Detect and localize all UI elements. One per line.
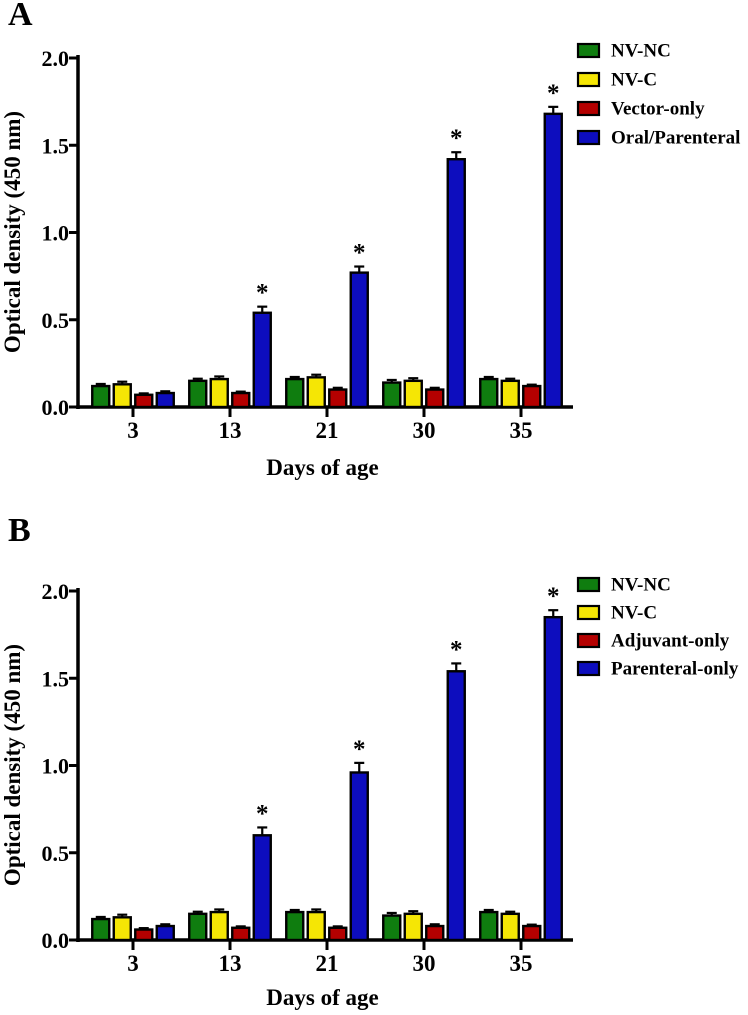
y-tick-label: 0.0 bbox=[42, 395, 70, 420]
bar-adjuvant-only-day-35 bbox=[522, 924, 542, 942]
bar-adjuvant-only-day-30 bbox=[425, 924, 445, 942]
legend-label-oral/parenteral: Oral/Parenteral bbox=[611, 128, 740, 149]
y-tick-label: 2.0 bbox=[42, 46, 70, 71]
bar-parenteral-only-day-35 bbox=[543, 615, 563, 942]
bar-vector-only-day-3 bbox=[134, 393, 154, 409]
legend-swatch-vector-only bbox=[576, 100, 601, 117]
significance-asterisk: * bbox=[547, 583, 560, 610]
y-tick-label: 0.5 bbox=[42, 308, 70, 333]
significance-asterisk: * bbox=[256, 800, 269, 827]
bar-nv-nc-day-13 bbox=[188, 912, 208, 942]
y-axis-title: Optical density (450 nm) bbox=[0, 111, 25, 353]
x-tick-label: 35 bbox=[510, 951, 533, 976]
bar-adjuvant-only-day-13 bbox=[231, 926, 251, 942]
bar-nv-nc-day-13 bbox=[188, 379, 208, 409]
bar-parenteral-only-day-21 bbox=[349, 771, 369, 942]
x-tick-label: 21 bbox=[316, 418, 339, 443]
bar-nv-c-day-35 bbox=[500, 912, 520, 942]
x-tick-label: 13 bbox=[219, 418, 242, 443]
bar-nv-c-day-21 bbox=[306, 910, 326, 942]
bar-chart-panel-b: 0.0 0.5 1.0 1.5 2.0 Optical density (450 nm) 3… bbox=[0, 575, 739, 1011]
panel-b-letter: B bbox=[8, 512, 31, 549]
legend-label-nv-nc: NV-NC bbox=[611, 575, 671, 596]
x-tick-label: 35 bbox=[510, 418, 533, 443]
bar-oral/parenteral-day-35 bbox=[543, 112, 563, 409]
bar-nv-nc-day-3 bbox=[91, 384, 111, 409]
bar-nv-nc-day-35 bbox=[479, 910, 499, 942]
legend-label-nv-c: NV-C bbox=[611, 603, 657, 624]
bar-parenteral-only-day-30 bbox=[446, 670, 466, 942]
bar-nv-nc-day-30 bbox=[382, 381, 402, 409]
x-tick-label: 30 bbox=[413, 418, 436, 443]
legend-swatch-adjuvant-only bbox=[576, 632, 601, 649]
bar-nv-c-day-13 bbox=[209, 910, 229, 942]
x-axis-title: Days of age bbox=[266, 985, 378, 1010]
bar-nv-nc-day-3 bbox=[91, 917, 111, 942]
legend-swatch-nv-nc bbox=[576, 42, 601, 59]
x-tick-label: 3 bbox=[127, 418, 139, 443]
bar-parenteral-only-day-3 bbox=[155, 924, 175, 942]
legend-label-vector-only: Vector-only bbox=[611, 99, 705, 120]
bar-nv-c-day-30 bbox=[403, 379, 423, 409]
panel-a-letter: A bbox=[8, 0, 33, 33]
y-tick-label: 1.5 bbox=[42, 133, 70, 158]
bar-parenteral-only-day-13 bbox=[252, 834, 272, 942]
bar-nv-nc-day-21 bbox=[285, 910, 305, 942]
significance-asterisk: * bbox=[547, 80, 560, 107]
y-tick-label: 2.0 bbox=[42, 579, 70, 604]
significance-asterisk: * bbox=[353, 736, 366, 763]
bar-vector-only-day-30 bbox=[425, 388, 445, 409]
y-tick-label: 1.0 bbox=[42, 221, 70, 246]
x-tick-label: 13 bbox=[219, 951, 242, 976]
legend-swatch-nv-nc bbox=[576, 576, 601, 593]
y-axis-title: Optical density (450 nm) bbox=[0, 644, 25, 886]
bar-adjuvant-only-day-3 bbox=[134, 928, 154, 942]
legend-swatch-nv-c bbox=[576, 604, 601, 621]
y-tick-label: 0.0 bbox=[42, 928, 70, 953]
legend-label-parenteral-only: Parenteral-only bbox=[611, 659, 739, 680]
y-tick-label: 1.5 bbox=[42, 666, 70, 691]
significance-asterisk: * bbox=[353, 240, 366, 267]
bar-nv-nc-day-30 bbox=[382, 914, 402, 942]
significance-asterisk: * bbox=[450, 125, 463, 152]
bar-vector-only-day-35 bbox=[522, 384, 542, 409]
legend-swatch-oral/parenteral bbox=[576, 129, 601, 146]
bar-vector-only-day-13 bbox=[231, 391, 251, 409]
significance-asterisk: * bbox=[256, 280, 269, 307]
bar-nv-c-day-35 bbox=[500, 379, 520, 409]
legend-label-nv-c: NV-C bbox=[611, 70, 657, 91]
bar-oral/parenteral-day-21 bbox=[349, 271, 369, 409]
bar-adjuvant-only-day-21 bbox=[328, 926, 348, 942]
legend-label-adjuvant-only: Adjuvant-only bbox=[611, 631, 730, 652]
y-tick-label: 1.0 bbox=[42, 754, 70, 779]
bar-oral/parenteral-day-3 bbox=[155, 391, 175, 409]
legend-swatch-nv-c bbox=[576, 71, 601, 88]
bar-nv-c-day-21 bbox=[306, 376, 326, 409]
bar-oral/parenteral-day-13 bbox=[252, 311, 272, 409]
legend-swatch-parenteral-only bbox=[576, 660, 601, 677]
bar-nv-nc-day-21 bbox=[285, 377, 305, 409]
legend-label-nv-nc: NV-NC bbox=[611, 41, 671, 62]
bar-nv-nc-day-35 bbox=[479, 377, 499, 409]
x-tick-label: 30 bbox=[413, 951, 436, 976]
x-axis-title: Days of age bbox=[266, 455, 378, 480]
bar-oral/parenteral-day-30 bbox=[446, 158, 466, 409]
y-tick-label: 0.5 bbox=[42, 841, 70, 866]
bar-nv-c-day-3 bbox=[112, 916, 132, 942]
significance-asterisk: * bbox=[450, 636, 463, 663]
bar-nv-c-day-13 bbox=[209, 377, 229, 409]
bar-vector-only-day-21 bbox=[328, 388, 348, 409]
bar-nv-c-day-30 bbox=[403, 912, 423, 942]
bar-nv-c-day-3 bbox=[112, 383, 132, 409]
bar-chart-panel-a: 0.0 0.5 1.0 1.5 2.0 Optical density (450 nm) 3… bbox=[0, 41, 740, 481]
x-tick-label: 21 bbox=[316, 951, 339, 976]
x-tick-label: 3 bbox=[127, 951, 139, 976]
